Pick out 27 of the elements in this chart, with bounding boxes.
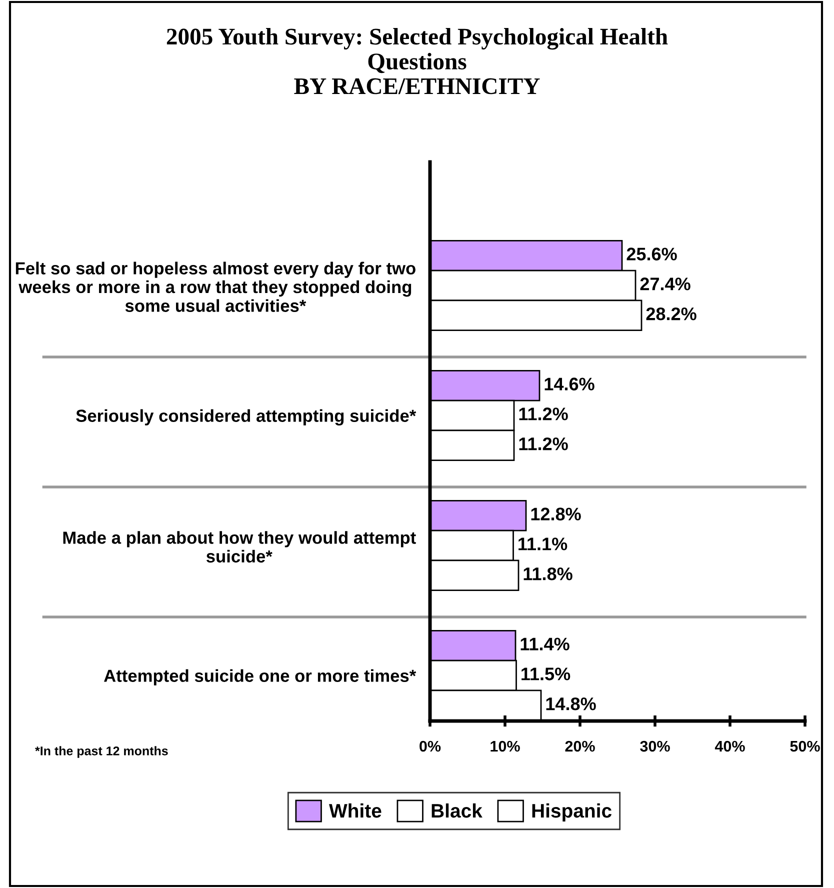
x-tick-label: 10% [490,740,520,752]
data-label: 11.2% [519,408,568,420]
legend-label: Black [432,803,482,818]
x-tick-label: 0% [420,740,441,752]
legend-label: Hispanic [532,803,612,822]
y-tick-label: Attempted suicide one or more times* [104,669,416,686]
y-tick-label: Made a plan about how they would attempt suicide* [63,531,416,563]
data-label: 11.5% [522,668,570,680]
data-label: 12.8% [531,508,581,520]
x-tick-label: 30% [640,740,670,752]
x-tick-label: 40% [714,740,745,752]
data-label: 14.8% [546,697,596,710]
data-label: 11.8% [524,567,572,580]
data-label: 25.6% [626,248,677,260]
y-tick-label: Seriously considered attempting suicide* [76,409,416,426]
data-label: 27.4% [640,278,690,290]
x-tick-label: 50% [790,740,820,752]
data-label: 14.6% [544,378,594,390]
x-tick-label: 20% [565,740,595,752]
data-label: 28.2% [646,307,696,320]
legend-label: White [329,803,382,818]
chart-title: 2005 Youth Survey: Selected Psychological Health Questions BY RACE/ETHNICITY [166,28,668,94]
data-label: 11.1% [518,538,568,550]
y-tick-label: Felt so sad or hopeless almost every day for two weeks or more in a row that they stopped doing some usual activities* [16,262,416,312]
data-label: 11.4% [520,638,570,650]
text: *In the past 12 months [35,746,168,758]
data-label: 11.2% [519,437,568,450]
